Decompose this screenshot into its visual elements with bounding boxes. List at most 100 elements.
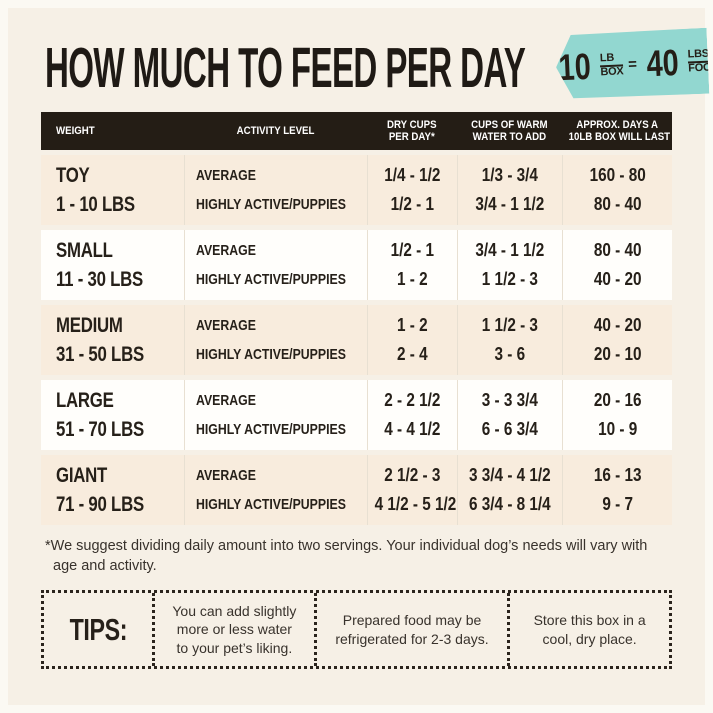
activity-cell: AVERAGE HIGHLY ACTIVE/PUPPIES	[184, 380, 367, 450]
days-cell: 160 - 80 80 - 40	[561, 155, 672, 225]
weight-cell: MEDIUM 31 - 50 LBS	[41, 305, 184, 375]
weight-cell: LARGE 51 - 70 LBS	[41, 380, 184, 450]
days-cell: 40 - 20 20 - 10	[561, 305, 672, 375]
weight-size: GIANT	[56, 464, 108, 487]
page-title: HOW MUCH TO FEED PER DAY	[45, 36, 526, 100]
water-average: 1 1/2 - 3	[481, 315, 538, 335]
dry-average: 2 1/2 - 3	[384, 465, 441, 485]
activity-high: HIGHLY ACTIVE/PUPPIES	[196, 346, 347, 363]
dry-high: 4 - 4 1/2	[384, 419, 441, 439]
water-high: 3 - 6	[494, 344, 525, 364]
tip-refrigerate: Prepared food may be refrigerated for 2-…	[313, 593, 507, 666]
days-high: 20 - 10	[593, 344, 642, 364]
badge-equals: =	[627, 55, 638, 73]
dry-cups-cell: 1/2 - 1 1 - 2	[367, 230, 457, 300]
col-header-weight: WEIGHT	[41, 125, 184, 137]
water-cell: 3/4 - 1 1/2 1 1/2 - 3	[456, 230, 562, 300]
badge-qty-10: 10	[557, 45, 592, 88]
col-header-activity: ACTIVITY LEVEL	[184, 125, 367, 137]
water-cell: 3 3/4 - 4 1/2 6 3/4 - 8 1/4	[456, 455, 562, 525]
col-header-water: CUPS OF WARM WATER TO ADD	[457, 119, 562, 143]
dry-cups-cell: 2 1/2 - 3 4 1/2 - 5 1/2	[367, 455, 457, 525]
dry-average: 1/4 - 1/2	[384, 165, 441, 185]
table-header-row: WEIGHT ACTIVITY LEVEL DRY CUPS PER DAY* …	[41, 112, 672, 150]
table-row-small: SMALL 11 - 30 LBS AVERAGE HIGHLY ACTIVE/…	[41, 230, 672, 300]
col-header-days: APPROX. DAYS A 10LB BOX WILL LAST	[562, 119, 672, 143]
days-high: 40 - 20	[593, 269, 642, 289]
dry-average: 1 - 2	[397, 315, 428, 335]
days-cell: 16 - 13 9 - 7	[561, 455, 672, 525]
badge-lb-box-fraction: LB BOX	[600, 52, 624, 78]
days-average: 80 - 40	[593, 240, 642, 260]
dry-average: 1/2 - 1	[390, 240, 435, 260]
water-high: 6 - 6 3/4	[481, 419, 538, 439]
weight-size: SMALL	[56, 239, 113, 262]
activity-average: AVERAGE	[196, 317, 257, 334]
tips-label: TIPS:	[44, 593, 152, 666]
tips-label-text: TIPS:	[69, 611, 127, 647]
weight-range: 1 - 10 LBS	[56, 193, 135, 216]
weight-size: LARGE	[56, 389, 114, 412]
water-high: 6 3/4 - 8 1/4	[468, 494, 551, 514]
days-cell: 80 - 40 40 - 20	[561, 230, 672, 300]
weight-size: MEDIUM	[56, 314, 123, 337]
activity-cell: AVERAGE HIGHLY ACTIVE/PUPPIES	[184, 230, 367, 300]
water-average: 1/3 - 3/4	[481, 165, 538, 185]
col-header-activity-line1: ACTIVITY LEVEL	[236, 125, 315, 137]
table-row-giant: GIANT 71 - 90 LBS AVERAGE HIGHLY ACTIVE/…	[41, 455, 672, 525]
col-header-days-line1: APPROX. DAYS A	[575, 119, 658, 131]
water-cell: 3 - 3 3/4 6 - 6 3/4	[456, 380, 562, 450]
weight-size: TOY	[56, 164, 90, 187]
col-header-dry-line1: DRY CUPS	[387, 119, 437, 131]
weight-range: 51 - 70 LBS	[56, 418, 144, 441]
days-average: 40 - 20	[593, 315, 642, 335]
activity-high: HIGHLY ACTIVE/PUPPIES	[196, 196, 347, 213]
dry-average: 2 - 2 1/2	[384, 390, 441, 410]
badge-lbs-food-fraction: LBS of FOOD!	[687, 48, 713, 74]
badge-box-label: BOX	[600, 64, 624, 78]
dry-high: 4 1/2 - 5 1/2	[374, 494, 457, 514]
water-average: 3/4 - 1 1/2	[475, 240, 545, 260]
col-header-water-line1: CUPS OF WARM	[470, 119, 548, 131]
days-cell: 20 - 16 10 - 9	[561, 380, 672, 450]
box-equivalence-badge: 10 LB BOX = 40 LBS of FOOD!	[555, 28, 710, 101]
water-average: 3 - 3 3/4	[481, 390, 538, 410]
serving-footnote: *We suggest dividing daily amount into t…	[45, 538, 648, 574]
water-cell: 1/3 - 3/4 3/4 - 1 1/2	[456, 155, 562, 225]
badge-qty-40: 40	[645, 41, 680, 84]
activity-high: HIGHLY ACTIVE/PUPPIES	[196, 421, 347, 438]
weight-cell: GIANT 71 - 90 LBS	[41, 455, 184, 525]
tip-storage: Store this box in a cool, dry place.	[507, 593, 669, 666]
table-row-medium: MEDIUM 31 - 50 LBS AVERAGE HIGHLY ACTIVE…	[41, 305, 672, 375]
activity-average: AVERAGE	[196, 167, 257, 184]
badge-food-label: FOOD!	[687, 60, 713, 75]
dry-cups-cell: 2 - 2 1/2 4 - 4 1/2	[367, 380, 457, 450]
col-header-days-line2: 10LB BOX WILL LAST	[568, 131, 670, 143]
activity-high: HIGHLY ACTIVE/PUPPIES	[196, 496, 347, 513]
days-high: 10 - 9	[597, 419, 637, 439]
activity-average: AVERAGE	[196, 392, 257, 409]
table-row-toy: TOY 1 - 10 LBS AVERAGE HIGHLY ACTIVE/PUP…	[41, 155, 672, 225]
weight-cell: SMALL 11 - 30 LBS	[41, 230, 184, 300]
col-header-water-line2: WATER TO ADD	[472, 131, 546, 143]
dry-high: 1/2 - 1	[390, 194, 435, 214]
water-high: 1 1/2 - 3	[481, 269, 538, 289]
tip-water-adjust: You can add slightly more or less water …	[152, 593, 314, 666]
activity-cell: AVERAGE HIGHLY ACTIVE/PUPPIES	[184, 155, 367, 225]
weight-cell: TOY 1 - 10 LBS	[41, 155, 184, 225]
weight-range: 11 - 30 LBS	[56, 268, 144, 291]
badge-lbs-label: LBS	[687, 48, 713, 63]
activity-high: HIGHLY ACTIVE/PUPPIES	[196, 271, 347, 288]
dry-cups-cell: 1/4 - 1/2 1/2 - 1	[367, 155, 457, 225]
activity-average: AVERAGE	[196, 467, 257, 484]
days-average: 160 - 80	[589, 165, 646, 185]
days-average: 16 - 13	[593, 465, 642, 485]
feeding-table: WEIGHT ACTIVITY LEVEL DRY CUPS PER DAY* …	[41, 112, 672, 525]
col-header-dry-cups: DRY CUPS PER DAY*	[367, 119, 457, 143]
days-average: 20 - 16	[593, 390, 642, 410]
activity-cell: AVERAGE HIGHLY ACTIVE/PUPPIES	[184, 305, 367, 375]
dry-high: 2 - 4	[397, 344, 428, 364]
col-header-dry-line2: PER DAY*	[389, 131, 435, 143]
activity-average: AVERAGE	[196, 242, 257, 259]
